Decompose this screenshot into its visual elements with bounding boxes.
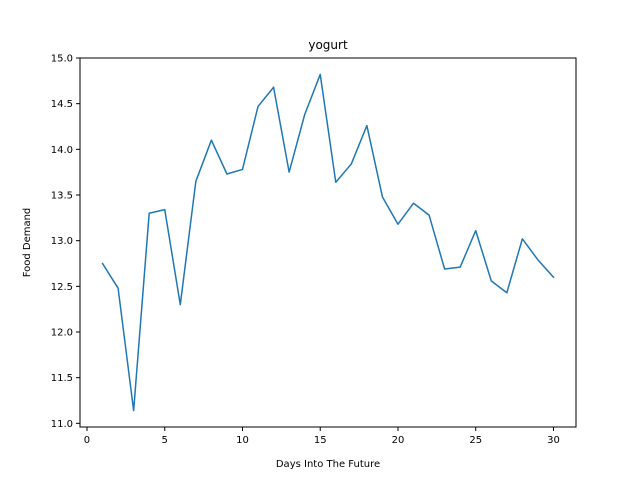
y-tick-label: 13.0 xyxy=(51,236,73,247)
chart-title: yogurt xyxy=(308,38,348,52)
y-axis-ticks: 11.0 11.5 12.0 12.5 13.0 13.5 14.0 14.5 15.0 xyxy=(51,54,80,430)
y-tick-label: 15.0 xyxy=(51,54,73,65)
y-tick-label: 14.0 xyxy=(51,145,73,156)
x-tick-label: 0 xyxy=(84,435,90,446)
y-tick-label: 11.5 xyxy=(51,373,73,384)
x-tick-label: 20 xyxy=(392,435,405,446)
plot-frame xyxy=(79,57,577,428)
x-axis-ticks: 0 5 10 15 20 25 30 xyxy=(84,427,560,446)
x-tick-label: 30 xyxy=(547,435,560,446)
y-tick-label: 12.0 xyxy=(51,328,73,339)
y-tick-label: 14.5 xyxy=(51,99,73,110)
y-tick-label: 11.0 xyxy=(51,419,73,430)
y-tick-label: 13.5 xyxy=(51,191,73,202)
x-tick-label: 5 xyxy=(162,435,168,446)
series-group xyxy=(101,73,555,412)
x-axis-label: Days Into The Future xyxy=(276,459,380,470)
x-tick-label: 10 xyxy=(236,435,249,446)
y-tick-label: 12.5 xyxy=(51,282,73,293)
x-tick-label: 15 xyxy=(314,435,327,446)
x-tick-label: 25 xyxy=(469,435,482,446)
series-line xyxy=(101,73,555,412)
y-axis-label: Food Demand xyxy=(22,208,33,278)
